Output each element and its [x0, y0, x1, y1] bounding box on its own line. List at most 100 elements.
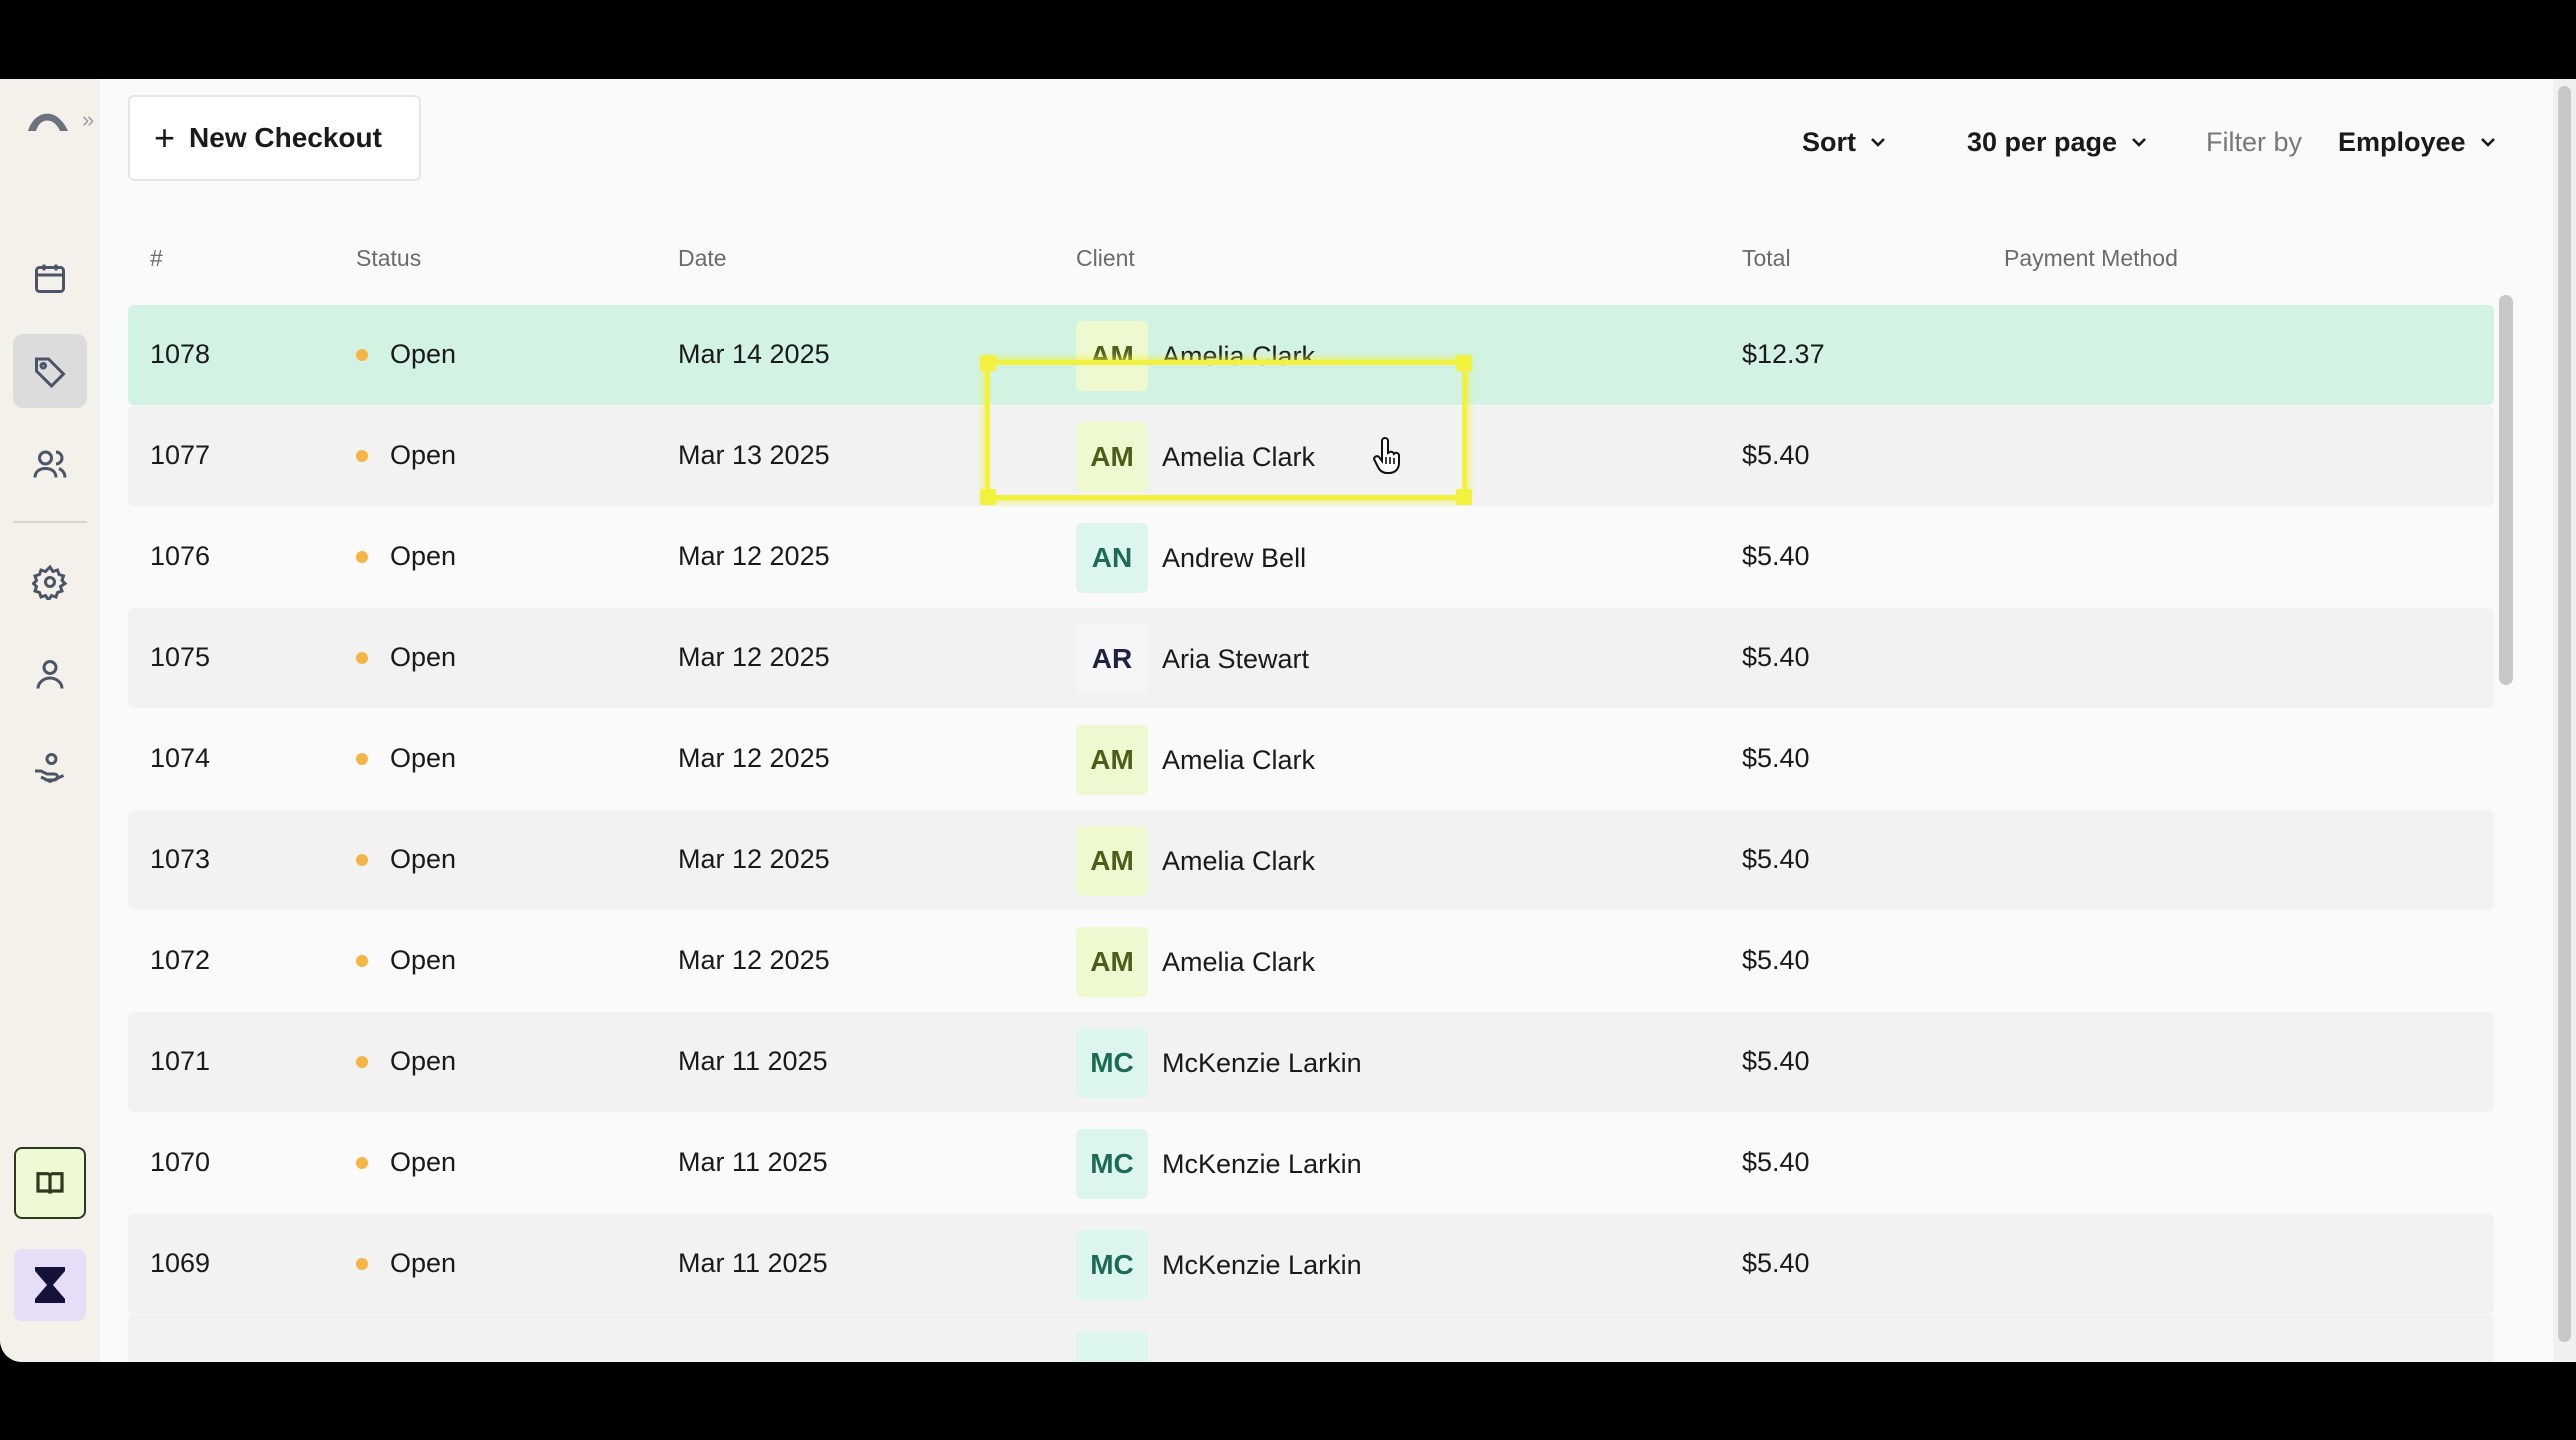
client-cell[interactable]: MC McKenzie Larkin — [1076, 1028, 1362, 1098]
checkout-date: Mar 11 2025 — [678, 1046, 828, 1076]
employee-filter-value: Employee — [2338, 126, 2466, 157]
status-badge: Open — [356, 339, 456, 370]
sort-label: Sort — [1802, 126, 1856, 157]
sidebar: » — [0, 79, 100, 1362]
status-text: Open — [390, 1248, 457, 1278]
avatar: AM — [1076, 321, 1148, 391]
checkout-total: $5.40 — [1742, 1147, 1810, 1177]
status-badge: Open — [356, 945, 456, 976]
per-page-label: 30 per page — [1967, 126, 2118, 157]
table-row[interactable]: 1070 Open Mar 11 2025 MC McKenzie Larkin $5.4… — [128, 1113, 2494, 1213]
window-scrollbar-thumb[interactable] — [2558, 86, 2571, 1342]
column-header-payment-method[interactable]: Payment Method — [2004, 245, 2178, 271]
client-name: Aria Stewart — [1162, 643, 1310, 674]
checkout-total: $5.40 — [1742, 1248, 1810, 1278]
checkout-total: $5.40 — [1742, 541, 1810, 571]
column-header-number[interactable]: # — [150, 245, 163, 271]
status-text: Open — [390, 1046, 457, 1076]
client-cell[interactable]: MC McKenzie Larkin — [1076, 1230, 1362, 1300]
client-cell[interactable]: AM Amelia Clark — [1076, 321, 1315, 391]
checkout-number: 1074 — [150, 743, 211, 773]
table-row[interactable]: 1076 Open Mar 12 2025 AN Andrew Bell $5.40 — [128, 507, 2494, 607]
hourglass-icon[interactable] — [14, 1249, 86, 1321]
status-badge: Open — [356, 1248, 456, 1279]
status-dot-icon — [356, 853, 368, 866]
table-row[interactable]: 1073 Open Mar 12 2025 AM Amelia Clark $5.40 — [128, 810, 2494, 910]
client-name: Amelia Clark — [1162, 441, 1316, 472]
chevron-down-icon — [2480, 138, 2495, 147]
app-window: » + New Checkout Sort — [0, 79, 2576, 1362]
table-row[interactable]: 1078 Open Mar 14 2025 AM Amelia Clark $12.37 — [128, 305, 2494, 405]
status-badge: Open — [356, 440, 456, 471]
client-cell[interactable] — [1076, 1331, 1148, 1362]
column-header-client[interactable]: Client — [1076, 245, 1135, 271]
column-header-date[interactable]: Date — [678, 245, 727, 271]
column-header-status[interactable]: Status — [356, 245, 422, 271]
avatar: AN — [1076, 523, 1148, 593]
table-row[interactable]: 1075 Open Mar 12 2025 AR Aria Stewart $5.40 — [128, 608, 2494, 708]
per-page-dropdown[interactable]: 30 per page — [1967, 122, 2149, 162]
checkout-number: 1073 — [150, 844, 211, 874]
gear-icon[interactable] — [13, 545, 87, 619]
status-badge: Open — [356, 1046, 456, 1077]
hand-heart-icon[interactable] — [13, 731, 87, 805]
client-cell[interactable]: AM Amelia Clark — [1076, 725, 1315, 795]
table-row[interactable] — [128, 1315, 2494, 1362]
checkout-date: Mar 14 2025 — [678, 339, 830, 369]
client-cell[interactable]: MC McKenzie Larkin — [1076, 1129, 1362, 1199]
client-cell[interactable]: AN Andrew Bell — [1076, 523, 1306, 593]
client-name: Amelia Clark — [1162, 946, 1316, 977]
table-row[interactable]: 1074 Open Mar 12 2025 AM Amelia Clark $5.40 — [128, 709, 2494, 809]
checkout-total: $5.40 — [1742, 844, 1810, 874]
book-icon[interactable] — [14, 1147, 86, 1219]
calendar-icon[interactable] — [13, 241, 87, 315]
client-name: Amelia Clark — [1162, 845, 1316, 876]
table-row[interactable]: 1071 Open Mar 11 2025 MC McKenzie Larkin $5.4… — [128, 1012, 2494, 1112]
status-dot-icon — [356, 1055, 368, 1068]
users-icon[interactable] — [13, 427, 87, 501]
status-dot-icon — [356, 449, 368, 462]
expand-sidebar-icon[interactable]: » — [82, 107, 95, 132]
checkout-number: 1077 — [150, 440, 211, 470]
status-dot-icon — [356, 1156, 368, 1169]
client-name: Amelia Clark — [1162, 340, 1316, 371]
logo-icon[interactable] — [26, 103, 70, 140]
checkout-total: $5.40 — [1742, 743, 1810, 773]
status-badge: Open — [356, 642, 456, 673]
table-row[interactable]: 1077 Open Mar 13 2025 AM Amelia Clark $5.40 — [128, 406, 2494, 506]
client-name: McKenzie Larkin — [1162, 1148, 1362, 1179]
client-cell[interactable]: AM Amelia Clark — [1076, 826, 1315, 896]
checkout-total: $5.40 — [1742, 945, 1810, 975]
avatar: MC — [1076, 1129, 1148, 1199]
status-dot-icon — [356, 1257, 368, 1270]
column-header-total[interactable]: Total — [1742, 245, 1791, 271]
person-icon[interactable] — [13, 638, 87, 712]
checkout-date: Mar 12 2025 — [678, 945, 830, 975]
table-scrollbar-thumb[interactable] — [2499, 295, 2513, 685]
client-cell[interactable]: AR Aria Stewart — [1076, 624, 1309, 694]
checkout-date: Mar 13 2025 — [678, 440, 830, 470]
avatar: AM — [1076, 826, 1148, 896]
checkout-number: 1076 — [150, 541, 211, 571]
sort-dropdown[interactable]: Sort — [1802, 122, 1888, 162]
client-name: McKenzie Larkin — [1162, 1047, 1362, 1078]
status-text: Open — [390, 844, 457, 874]
table-row[interactable]: 1069 Open Mar 11 2025 MC McKenzie Larkin $5.4… — [128, 1214, 2494, 1314]
status-dot-icon — [356, 651, 368, 664]
new-checkout-button[interactable]: + New Checkout — [128, 95, 421, 181]
checkouts-table: # Status Date Client Total Payment Metho… — [128, 209, 2496, 1362]
checkout-date: Mar 11 2025 — [678, 1147, 828, 1177]
employee-filter-dropdown[interactable]: Employee — [2338, 122, 2498, 162]
checkout-date: Mar 11 2025 — [678, 1248, 828, 1278]
checkout-number: 1075 — [150, 642, 211, 672]
client-cell[interactable]: AM Amelia Clark — [1076, 927, 1315, 997]
table-row[interactable]: 1072 Open Mar 12 2025 AM Amelia Clark $5.40 — [128, 911, 2494, 1011]
checkout-total: $5.40 — [1742, 440, 1810, 470]
client-cell[interactable]: AM Amelia Clark — [1076, 422, 1315, 492]
tag-icon[interactable] — [13, 334, 87, 408]
chevron-down-icon — [2132, 138, 2146, 147]
plus-icon: + — [154, 117, 176, 158]
client-name: McKenzie Larkin — [1162, 1249, 1362, 1280]
checkout-total: $5.40 — [1742, 1046, 1810, 1076]
avatar: AR — [1076, 624, 1148, 694]
